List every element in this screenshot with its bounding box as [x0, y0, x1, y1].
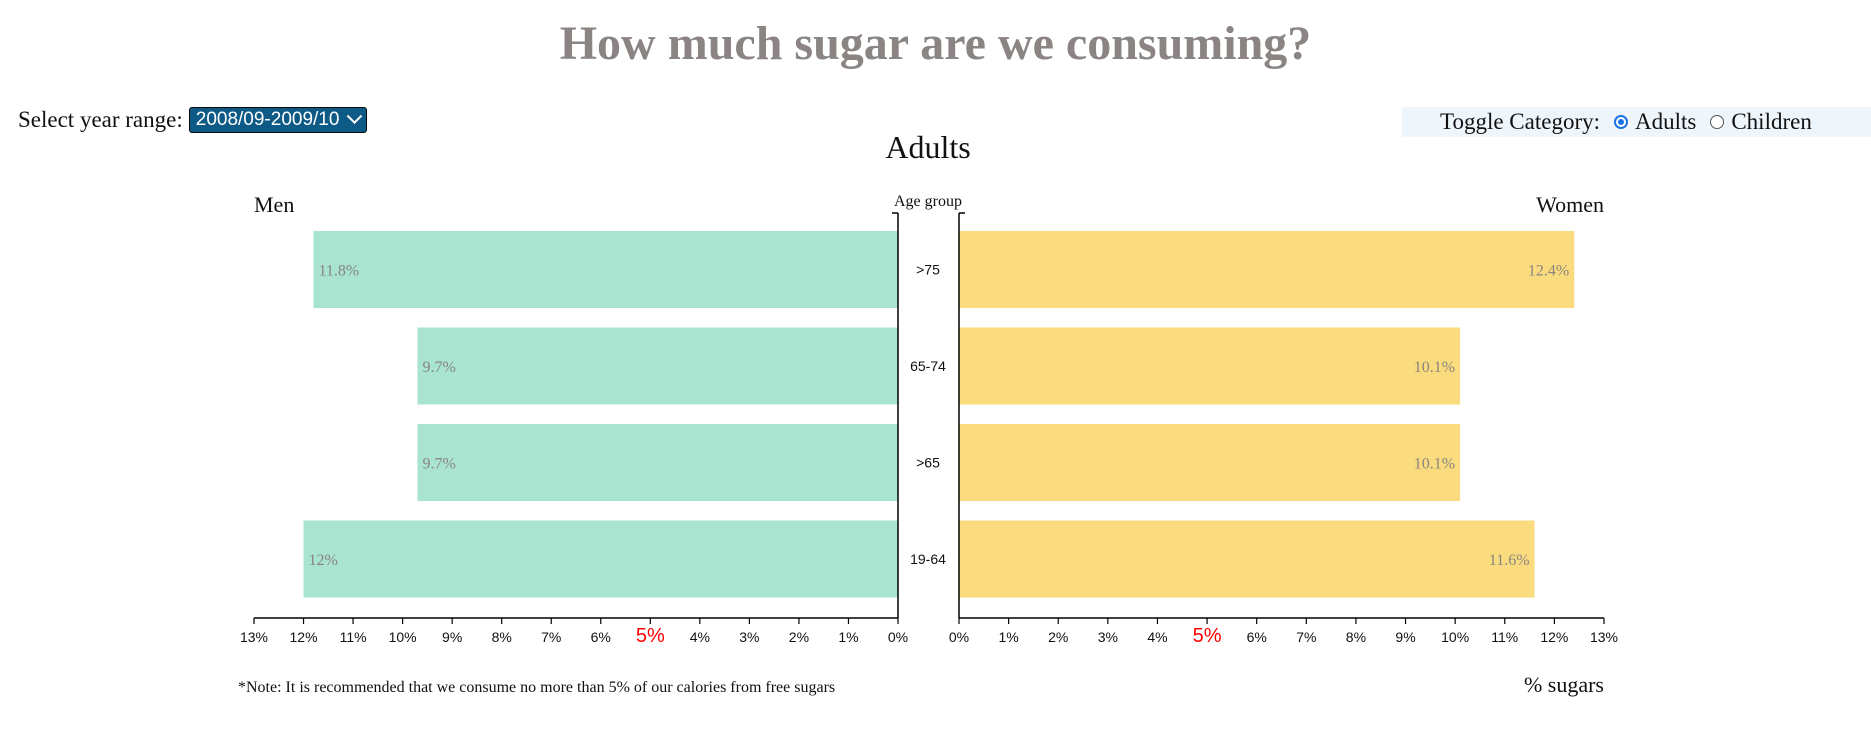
men-bar	[417, 327, 898, 405]
women-x-tick-label: 11%	[1491, 629, 1518, 645]
women-bar	[959, 424, 1461, 501]
men-x-tick-label: 4%	[690, 629, 710, 645]
men-label: Men	[254, 192, 294, 217]
men-value-label: 12%	[309, 552, 338, 569]
women-bar	[959, 520, 1535, 598]
bars-layer: 11.8% 12.4% 9.7% 10.1% 9.7% 10.1% 12% 11.6%	[303, 231, 1575, 598]
women-value-label: 10.1%	[1414, 456, 1455, 473]
women-x-tick-label: 12%	[1540, 629, 1568, 645]
adults-radio-label[interactable]: Adults	[1635, 109, 1697, 134]
men-bar	[417, 424, 898, 501]
women-x-tick-label: 3%	[1098, 629, 1118, 645]
women-x-tick-label: 13%	[1590, 629, 1618, 645]
men-value-label: 9.7%	[422, 456, 455, 473]
men-x-tick-label: 13%	[240, 629, 268, 645]
women-x-tick-label: 4%	[1147, 629, 1167, 645]
children-radio-label[interactable]: Children	[1731, 109, 1812, 134]
year-range-selected-value: 2008/09-2009/10	[195, 109, 340, 130]
age-group-tick-label: >65	[916, 455, 940, 471]
men-x-tick-label: 8%	[492, 629, 512, 645]
men-x-tick-label: 12%	[290, 629, 318, 645]
women-value-label: 11.6%	[1489, 552, 1530, 569]
men-x-tick-label: 3%	[739, 629, 759, 645]
year-range-select[interactable]: 2008/09-2009/10	[188, 107, 368, 133]
note-text: *Note: It is recommended that we consume…	[238, 679, 835, 696]
women-x-tick-label: 2%	[1048, 629, 1068, 645]
axes-layer: >75 65-74 >65 19-64 0% 0% 1% 1% 2% 2% 3% 3% 4% 4% 5% 5%…	[240, 212, 1618, 647]
women-bar	[959, 231, 1575, 308]
men-x-tick-label: 1%	[838, 629, 858, 645]
women-bar	[959, 327, 1461, 405]
women-x-tick-label: 8%	[1346, 629, 1366, 645]
women-x-tick-label: 0%	[949, 629, 969, 645]
women-value-label: 12.4%	[1528, 263, 1569, 280]
age-group-tick-label: >75	[916, 262, 940, 278]
women-x-tick-label: 6%	[1247, 629, 1267, 645]
toggle-category-label: Toggle Category:	[1440, 109, 1600, 134]
women-x-tick-label: 10%	[1441, 629, 1469, 645]
men-value-label: 9.7%	[422, 359, 455, 376]
age-group-label: Age group	[894, 193, 962, 210]
age-group-tick-label: 65-74	[910, 358, 946, 374]
men-x-tick-label: 2%	[789, 629, 809, 645]
women-value-label: 10.1%	[1414, 359, 1455, 376]
children-radio[interactable]	[1710, 115, 1725, 129]
men-x-tick-label: 6%	[591, 629, 611, 645]
women-x-tick-label: 7%	[1296, 629, 1316, 645]
men-value-label: 11.8%	[318, 263, 359, 280]
women-x-tick-label: 9%	[1395, 629, 1415, 645]
men-x-tick-label: 9%	[442, 629, 462, 645]
age-group-tick-label: 19-64	[910, 551, 946, 567]
year-range-label: Select year range:	[18, 107, 183, 132]
men-x-tick-label: 7%	[541, 629, 561, 645]
chart-title: Adults	[885, 129, 970, 165]
category-toggle-panel: Toggle Category: Adults Children	[1402, 107, 1871, 137]
men-bar	[303, 520, 898, 598]
page-title: How much sugar are we consuming?	[559, 17, 1312, 70]
men-x-tick-label: 0%	[888, 629, 908, 645]
year-range-control: Select year range: 2008/09-2009/10	[18, 107, 368, 133]
men-x-tick-label: 5%	[636, 625, 665, 647]
women-x-tick-label: 5%	[1193, 625, 1222, 647]
adults-radio[interactable]	[1614, 115, 1628, 129]
women-label: Women	[1536, 192, 1604, 217]
men-x-tick-label: 11%	[340, 629, 367, 645]
x-axis-title: % sugars	[1524, 672, 1604, 697]
women-x-tick-label: 1%	[998, 629, 1018, 645]
men-bar	[313, 231, 898, 308]
men-x-tick-label: 10%	[389, 629, 417, 645]
